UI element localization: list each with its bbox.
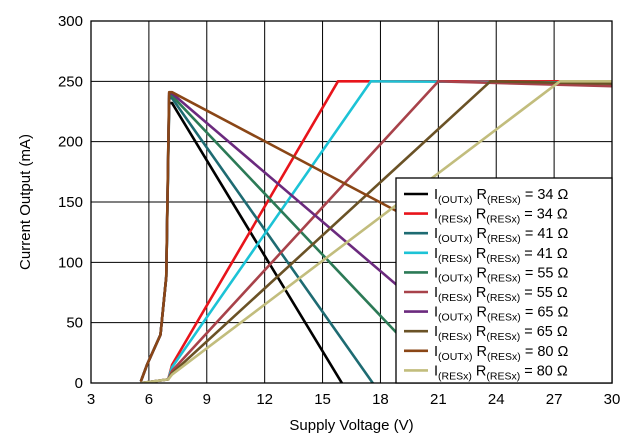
x-tick-label: 9 [203,391,211,408]
x-tick-label: 18 [372,391,389,408]
legend-label-2: I(RESx) R(RESx) = 34 Ω [434,207,568,226]
y-tick-label: 100 [58,254,83,271]
x-tick-label: 15 [314,391,331,408]
legend-label-4: I(RESx) R(RESx) = 41 Ω [434,246,568,265]
legend: I(OUTx) R(RESx) = 34 ΩI(RESx) R(RESx) = … [395,177,613,384]
legend-label-10: I(RESx) R(RESx) = 80 Ω [434,363,568,382]
y-tick-label: 50 [66,315,83,332]
series-line-10 [139,80,612,383]
legend-label-5: I(OUTx) R(RESx) = 55 Ω [434,265,568,284]
x-tick-label: 24 [488,391,505,408]
x-tick-label: 27 [546,391,563,408]
legend-label-6: I(RESx) R(RESx) = 55 Ω [434,285,568,304]
y-tick-label: 200 [58,134,83,151]
x-tick-label: 3 [87,391,95,408]
y-axis-label: Current Output (mA) [17,134,34,270]
legend-label-3: I(OUTx) R(RESx) = 41 Ω [434,226,568,245]
legend-box [395,177,613,384]
x-tick-label: 30 [604,391,621,408]
x-tick-label: 12 [256,391,273,408]
series-group [139,80,612,383]
y-tick-label: 300 [58,13,83,30]
x-tick-label: 21 [430,391,447,408]
y-tick-label: 0 [75,375,83,392]
y-tick-label: 250 [58,73,83,90]
legend-label-7: I(OUTx) R(RESx) = 65 Ω [434,305,568,324]
series-line-9 [139,90,612,382]
x-axis-label: Supply Voltage (V) [289,417,413,434]
legend-label-1: I(OUTx) R(RESx) = 34 Ω [434,187,568,206]
legend-label-8: I(RESx) R(RESx) = 65 Ω [434,324,568,343]
legend-label-9: I(OUTx) R(RESx) = 80 Ω [434,344,568,363]
y-tick-label: 150 [58,194,83,211]
x-tick-label: 6 [145,391,153,408]
